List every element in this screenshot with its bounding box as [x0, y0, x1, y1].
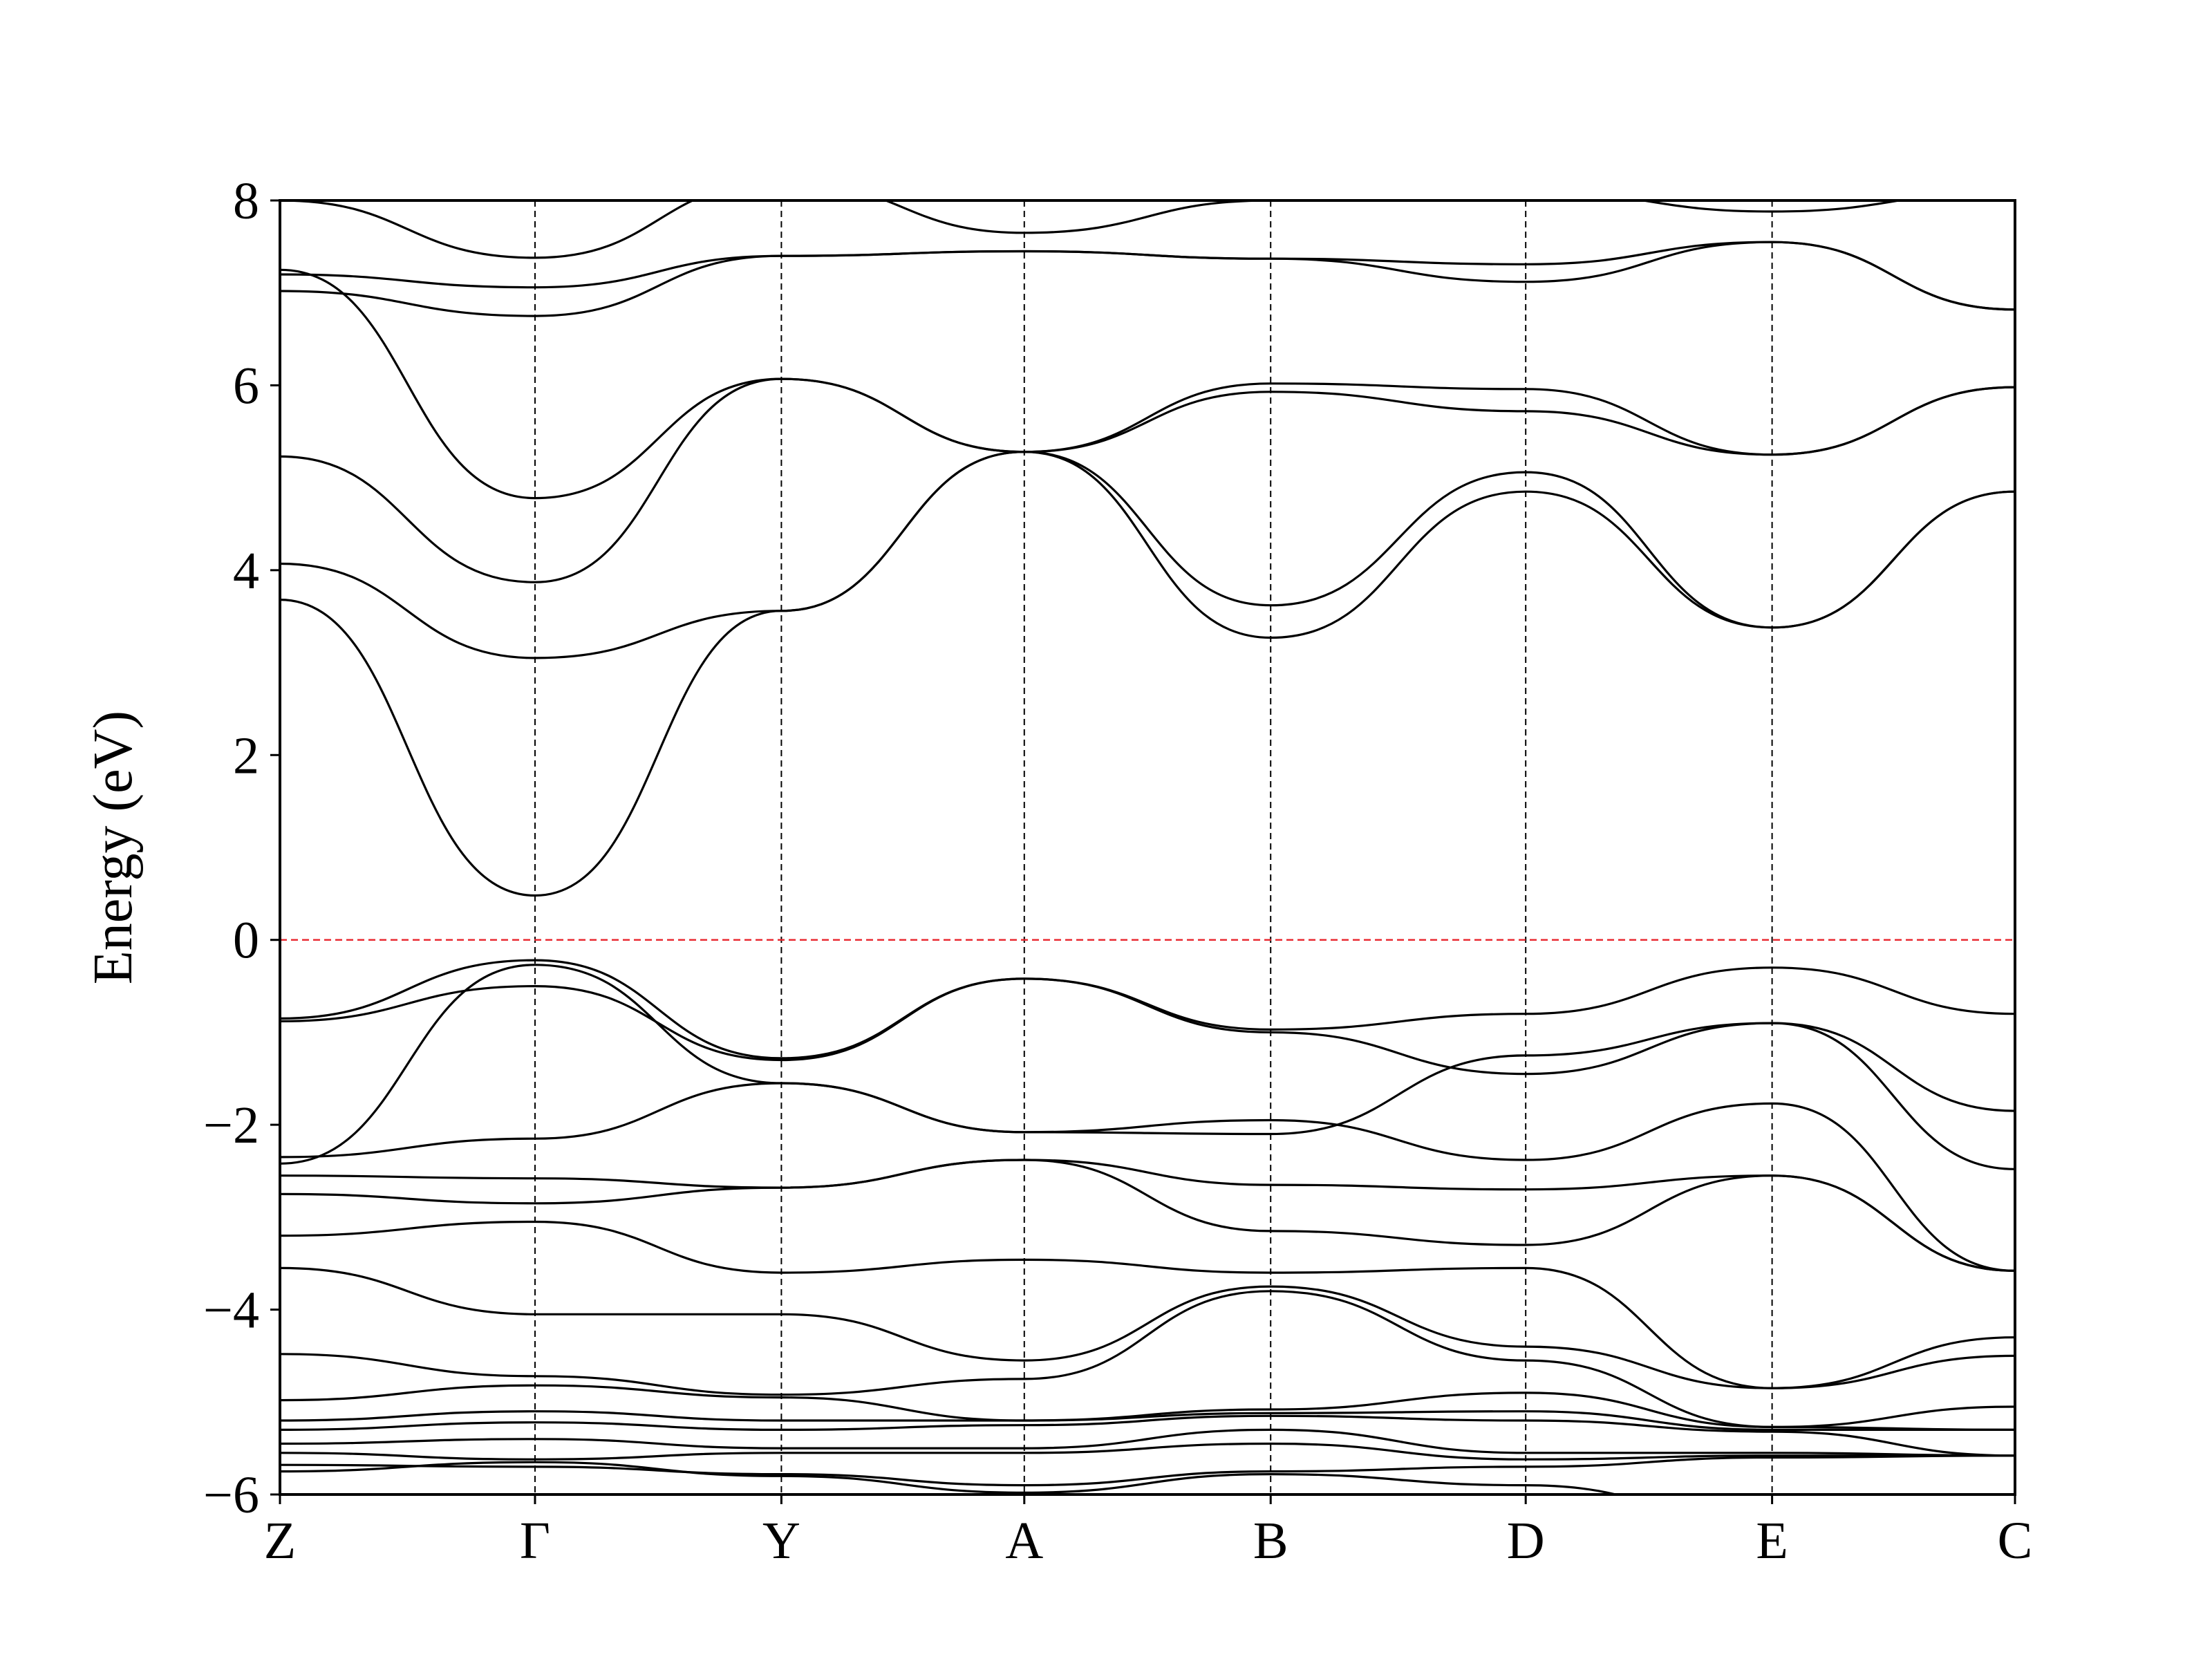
x-tick-label: E [1756, 1512, 1788, 1570]
plot-frame [279, 199, 2016, 1496]
band-7 [280, 200, 1906, 259]
y-tick-label: −2 [203, 1096, 259, 1154]
band-19 [280, 1414, 2015, 1457]
band-18 [280, 1410, 2015, 1432]
band-2 [280, 451, 2015, 659]
band-8 [280, 959, 2015, 1060]
band-21 [280, 1442, 2015, 1461]
y-tick-label: 6 [233, 357, 259, 415]
x-tick-label: B [1253, 1512, 1288, 1570]
band-22 [280, 1454, 2015, 1487]
y-tick-label: −6 [203, 1466, 259, 1524]
band-10 [280, 964, 2015, 1170]
band-lines [280, 200, 2015, 1494]
y-tick-label: 8 [233, 172, 259, 230]
y-axis-title: Energy (eV) [83, 711, 144, 984]
x-tick-label: D [1507, 1512, 1545, 1570]
x-tick-label: Γ [520, 1512, 550, 1570]
y-axis-ticks: −6 −4 −2 0 2 4 6 8 [203, 172, 280, 1524]
y-tick-label: 4 [233, 542, 259, 600]
x-tick-label: Y [762, 1512, 800, 1570]
band-14 [280, 1220, 2015, 1389]
band-9 [280, 977, 2015, 1112]
band-16 [280, 1290, 2015, 1429]
band-6 [280, 241, 2015, 311]
x-tick-label: C [1998, 1512, 2033, 1570]
band-23 [280, 1461, 1620, 1494]
band-17 [280, 1384, 2015, 1431]
y-tick-label: 0 [233, 912, 259, 970]
x-tick-label: A [1005, 1512, 1043, 1570]
y-tick-label: −4 [203, 1282, 259, 1340]
band-20 [280, 1428, 2015, 1457]
band-4 [280, 268, 2015, 500]
band-1 [280, 451, 2015, 897]
band-5 [280, 241, 2015, 317]
x-tick-label: Z [264, 1512, 296, 1570]
high-symmetry-lines [534, 200, 1773, 1494]
band-15 [280, 1266, 2015, 1389]
band-13 [280, 1159, 2015, 1272]
y-tick-label: 2 [233, 727, 259, 785]
band-3 [280, 377, 2015, 583]
